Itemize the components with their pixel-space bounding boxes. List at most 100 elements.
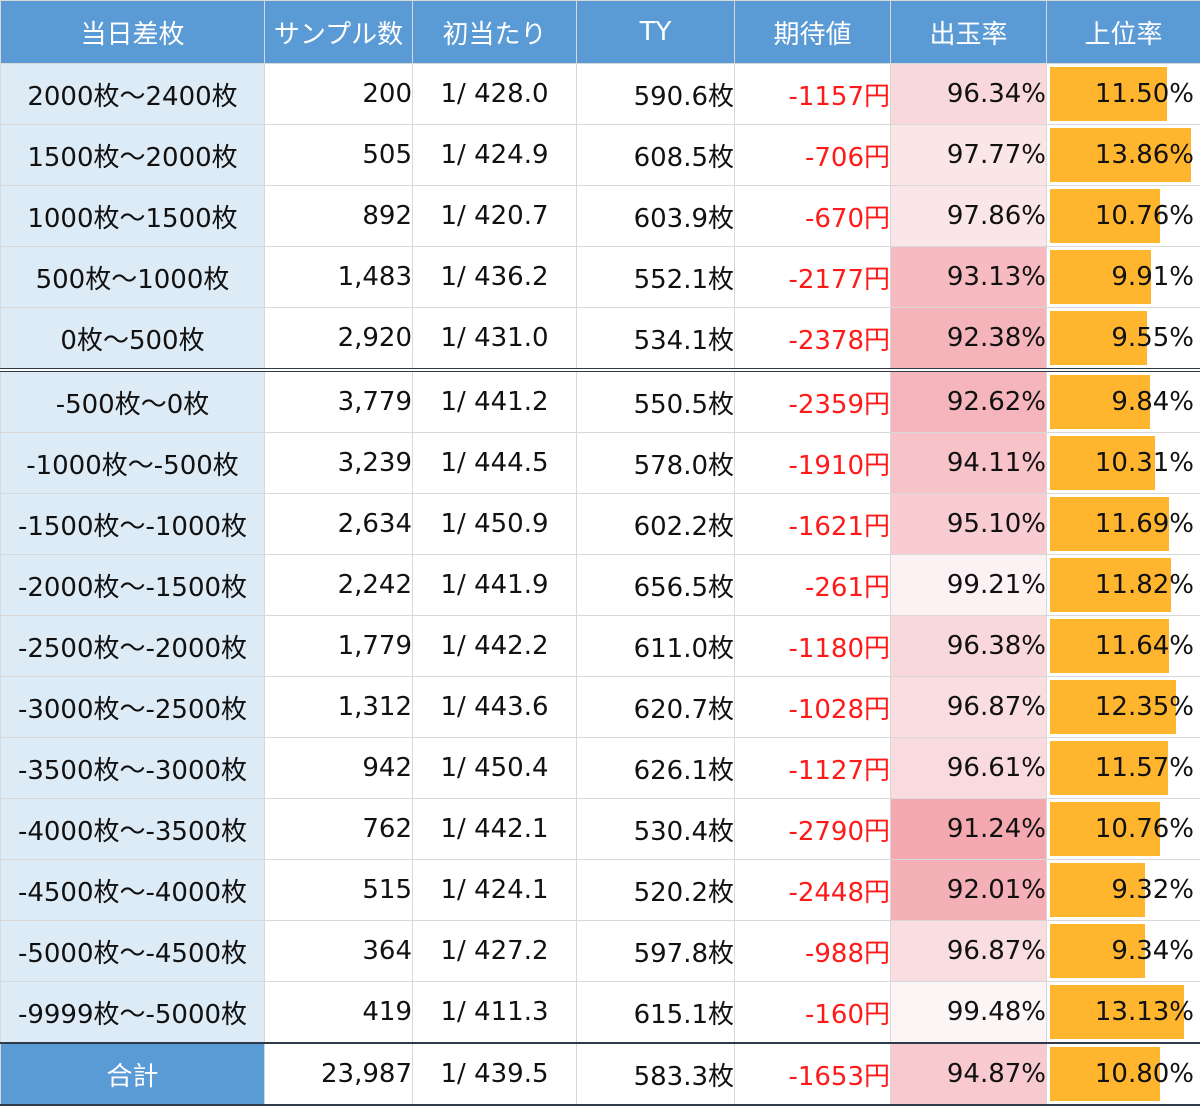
top-rate-value: 11.50% bbox=[1047, 79, 1200, 109]
top-rate-value: 11.57% bbox=[1047, 753, 1200, 783]
top-rate-cell: 10.31% bbox=[1047, 433, 1200, 494]
top-rate-cell: 10.76% bbox=[1047, 799, 1200, 860]
header-ev[interactable]: 期待値 bbox=[735, 1, 891, 64]
header-ty[interactable]: TY bbox=[577, 1, 735, 64]
top-rate-cell: 11.57% bbox=[1047, 738, 1200, 799]
hit-cell: 1/ 431.0 bbox=[413, 308, 577, 371]
hit-cell: 1/ 424.9 bbox=[413, 125, 577, 186]
header-samples[interactable]: サンプル数 bbox=[265, 1, 413, 64]
top-rate-value: 11.82% bbox=[1047, 570, 1200, 600]
range-cell: -2500枚～-2000枚 bbox=[1, 616, 265, 677]
rate-cell: 96.61% bbox=[891, 738, 1047, 799]
ev-cell: -1180円 bbox=[735, 616, 891, 677]
samples-cell: 3,239 bbox=[265, 433, 413, 494]
hit-cell: 1/ 442.2 bbox=[413, 616, 577, 677]
range-cell: -4000枚～-3500枚 bbox=[1, 799, 265, 860]
hit-cell: 1/ 441.2 bbox=[413, 370, 577, 433]
ty-cell: 552.1枚 bbox=[577, 247, 735, 308]
samples-cell: 892 bbox=[265, 186, 413, 247]
top-rate-value: 10.31% bbox=[1047, 448, 1200, 478]
ty-cell: 656.5枚 bbox=[577, 555, 735, 616]
range-cell: 500枚～1000枚 bbox=[1, 247, 265, 308]
samples-cell: 200 bbox=[265, 64, 413, 125]
top-rate-value: 11.69% bbox=[1047, 509, 1200, 539]
range-cell: 2000枚～2400枚 bbox=[1, 64, 265, 125]
top-rate-value: 9.32% bbox=[1047, 875, 1200, 905]
ty-cell: 626.1枚 bbox=[577, 738, 735, 799]
top-rate-cell: 11.82% bbox=[1047, 555, 1200, 616]
hit-cell: 1/ 420.7 bbox=[413, 186, 577, 247]
range-cell: 合計 bbox=[1, 1043, 265, 1105]
top-rate-value: 12.35% bbox=[1047, 692, 1200, 722]
rate-cell: 92.01% bbox=[891, 860, 1047, 921]
range-cell: -5000枚～-4500枚 bbox=[1, 921, 265, 982]
top-rate-value: 9.91% bbox=[1047, 262, 1200, 292]
samples-cell: 505 bbox=[265, 125, 413, 186]
top-rate-cell: 13.86% bbox=[1047, 125, 1200, 186]
top-rate-cell: 12.35% bbox=[1047, 677, 1200, 738]
rate-cell: 96.34% bbox=[891, 64, 1047, 125]
header-range[interactable]: 当日差枚 bbox=[1, 1, 265, 64]
ty-cell: 603.9枚 bbox=[577, 186, 735, 247]
top-rate-cell: 13.13% bbox=[1047, 982, 1200, 1044]
top-rate-value: 13.13% bbox=[1047, 997, 1200, 1027]
ty-cell: 608.5枚 bbox=[577, 125, 735, 186]
top-rate-value: 13.86% bbox=[1047, 140, 1200, 170]
ev-cell: -2359円 bbox=[735, 370, 891, 433]
hit-cell: 1/ 441.9 bbox=[413, 555, 577, 616]
range-cell: -1000枚～-500枚 bbox=[1, 433, 265, 494]
samples-cell: 2,920 bbox=[265, 308, 413, 371]
samples-cell: 23,987 bbox=[265, 1043, 413, 1105]
header-rate[interactable]: 出玉率 bbox=[891, 1, 1047, 64]
header-row: 当日差枚 サンプル数 初当たり TY 期待値 出玉率 上位率 bbox=[1, 1, 1200, 64]
rate-cell: 92.62% bbox=[891, 370, 1047, 433]
samples-cell: 1,779 bbox=[265, 616, 413, 677]
ev-cell: -261円 bbox=[735, 555, 891, 616]
samples-cell: 942 bbox=[265, 738, 413, 799]
rate-cell: 91.24% bbox=[891, 799, 1047, 860]
samples-cell: 1,312 bbox=[265, 677, 413, 738]
samples-cell: 364 bbox=[265, 921, 413, 982]
range-cell: -3000枚～-2500枚 bbox=[1, 677, 265, 738]
ty-cell: 597.8枚 bbox=[577, 921, 735, 982]
ev-cell: -1653円 bbox=[735, 1043, 891, 1105]
samples-cell: 2,634 bbox=[265, 494, 413, 555]
rate-cell: 94.87% bbox=[891, 1043, 1047, 1105]
ty-cell: 530.4枚 bbox=[577, 799, 735, 860]
header-hit[interactable]: 初当たり bbox=[413, 1, 577, 64]
ty-cell: 602.2枚 bbox=[577, 494, 735, 555]
rate-cell: 97.77% bbox=[891, 125, 1047, 186]
hit-cell: 1/ 450.4 bbox=[413, 738, 577, 799]
range-cell: -1500枚～-1000枚 bbox=[1, 494, 265, 555]
header-top[interactable]: 上位率 bbox=[1047, 1, 1200, 64]
rate-cell: 96.87% bbox=[891, 677, 1047, 738]
range-cell: -500枚～0枚 bbox=[1, 370, 265, 433]
top-rate-value: 11.64% bbox=[1047, 631, 1200, 661]
top-rate-cell: 10.76% bbox=[1047, 186, 1200, 247]
top-rate-value: 10.76% bbox=[1047, 201, 1200, 231]
ev-cell: -2790円 bbox=[735, 799, 891, 860]
ty-cell: 550.5枚 bbox=[577, 370, 735, 433]
ev-cell: -670円 bbox=[735, 186, 891, 247]
hit-cell: 1/ 442.1 bbox=[413, 799, 577, 860]
ev-cell: -1910円 bbox=[735, 433, 891, 494]
samples-cell: 2,242 bbox=[265, 555, 413, 616]
ty-cell: 578.0枚 bbox=[577, 433, 735, 494]
rate-cell: 93.13% bbox=[891, 247, 1047, 308]
range-cell: -2000枚～-1500枚 bbox=[1, 555, 265, 616]
ev-cell: -1157円 bbox=[735, 64, 891, 125]
top-rate-cell: 11.64% bbox=[1047, 616, 1200, 677]
hit-cell: 1/ 436.2 bbox=[413, 247, 577, 308]
ev-cell: -160円 bbox=[735, 982, 891, 1044]
ty-cell: 620.7枚 bbox=[577, 677, 735, 738]
